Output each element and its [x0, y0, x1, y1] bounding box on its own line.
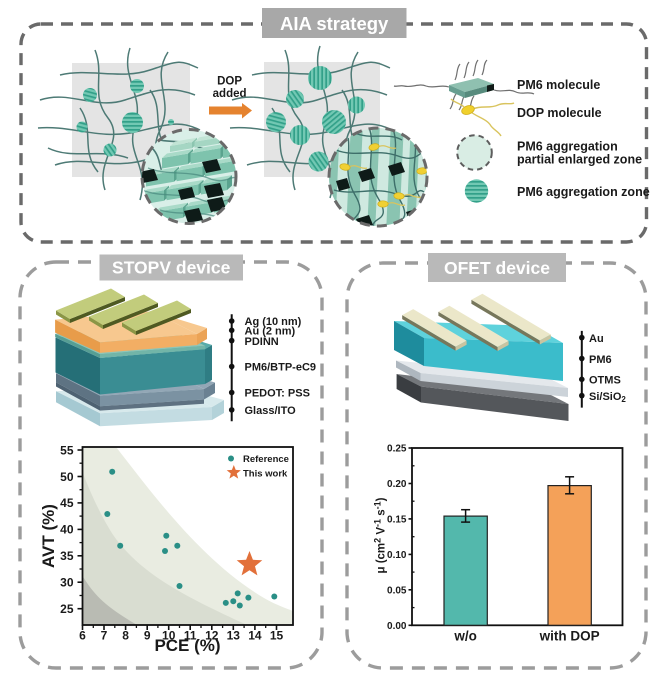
svg-text:8: 8 [122, 628, 129, 642]
svg-text:w/o: w/o [453, 629, 477, 644]
svg-text:PEDOT: PSS: PEDOT: PSS [245, 388, 310, 400]
svg-text:13: 13 [227, 628, 241, 642]
svg-text:OTMS: OTMS [589, 375, 621, 387]
svg-text:STOPV device: STOPV device [112, 258, 231, 278]
svg-text:Glass/ITO: Glass/ITO [245, 405, 297, 417]
svg-text:9: 9 [144, 628, 151, 642]
svg-text:PM6 molecule: PM6 molecule [517, 78, 600, 92]
svg-text:Reference: Reference [243, 454, 289, 465]
svg-text:DOP: DOP [217, 76, 242, 88]
svg-text:Ag (10 nm): Ag (10 nm) [245, 316, 302, 328]
svg-text:μ (cm2 V-1 s-1): μ (cm2 V-1 s-1) [373, 497, 388, 573]
svg-text:with DOP: with DOP [539, 629, 600, 644]
svg-text:55: 55 [60, 443, 74, 457]
svg-text:PM6 aggregation zone: PM6 aggregation zone [517, 185, 650, 199]
svg-text:14: 14 [248, 628, 262, 642]
svg-text:11: 11 [184, 628, 197, 642]
svg-text:7: 7 [101, 628, 108, 642]
svg-text:15: 15 [270, 628, 284, 642]
svg-text:0.05: 0.05 [387, 585, 407, 596]
svg-text:0.00: 0.00 [387, 621, 407, 632]
svg-text:6: 6 [79, 628, 86, 642]
svg-text:AVT (%): AVT (%) [39, 504, 58, 568]
svg-text:35: 35 [60, 549, 74, 563]
svg-text:Si/SiO2: Si/SiO2 [589, 391, 626, 404]
svg-text:PM6 aggregation: PM6 aggregation [517, 140, 618, 154]
svg-text:PM6: PM6 [589, 354, 612, 366]
svg-text:AIA strategy: AIA strategy [280, 13, 389, 34]
svg-text:45: 45 [60, 496, 74, 510]
svg-text:25: 25 [60, 602, 74, 616]
svg-text:40: 40 [60, 523, 74, 537]
svg-text:PCE (%): PCE (%) [154, 636, 220, 655]
svg-text:0.20: 0.20 [387, 479, 407, 490]
svg-text:10: 10 [162, 628, 176, 642]
svg-text:0.15: 0.15 [387, 514, 407, 525]
svg-text:This work: This work [243, 468, 288, 479]
svg-text:DOP molecule: DOP molecule [517, 106, 602, 120]
svg-text:0.10: 0.10 [387, 550, 407, 561]
svg-text:12: 12 [205, 628, 219, 642]
svg-text:PDINN: PDINN [245, 336, 279, 348]
svg-text:PM6/BTP-eC9: PM6/BTP-eC9 [245, 362, 317, 374]
svg-text:50: 50 [60, 470, 74, 484]
svg-text:partial enlarged zone: partial enlarged zone [517, 153, 642, 167]
svg-text:added: added [213, 88, 247, 100]
svg-text:Au (2 nm): Au (2 nm) [245, 326, 296, 338]
svg-text:OFET device: OFET device [444, 258, 550, 278]
svg-text:Au: Au [589, 333, 604, 345]
svg-text:0.25: 0.25 [387, 444, 407, 455]
svg-text:30: 30 [60, 576, 74, 590]
